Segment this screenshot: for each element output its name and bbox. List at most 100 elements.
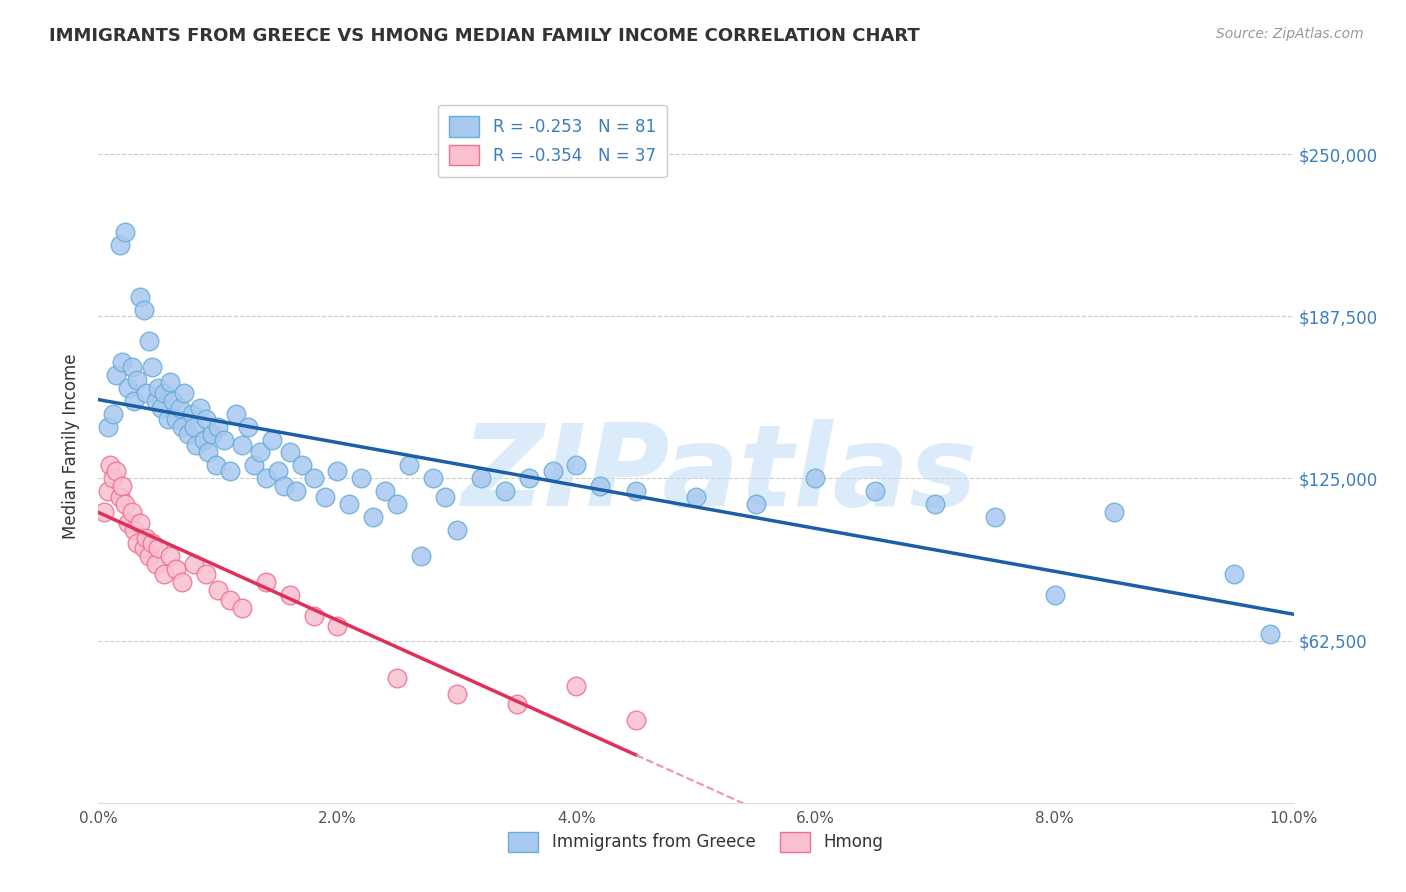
Point [422,471,444,485]
Point [141,359,163,374]
Point [541,464,564,478]
Point [398,458,420,473]
Point [165,562,187,576]
Point [434,490,457,504]
Point [267,464,290,478]
Point [1043,588,1066,602]
Point [97,484,120,499]
Point [225,407,247,421]
Point [97,419,120,434]
Point [626,713,648,727]
Point [153,567,176,582]
Point [173,385,195,400]
Text: Source: ZipAtlas.com: Source: ZipAtlas.com [1216,27,1364,41]
Point [470,471,492,485]
Point [129,516,152,530]
Point [114,497,136,511]
Point [193,433,215,447]
Point [124,524,146,538]
Point [260,433,283,447]
Point [284,484,307,499]
Point [685,490,707,504]
Point [201,427,224,442]
Point [105,368,128,382]
Point [108,490,131,504]
Point [145,393,167,408]
Point [195,567,218,582]
Point [411,549,433,564]
Point [183,557,205,571]
Point [1223,567,1246,582]
Point [446,524,468,538]
Point [494,484,516,499]
Point [159,376,181,390]
Point [565,458,588,473]
Point [924,497,946,511]
Point [141,536,163,550]
Point [517,471,540,485]
Point [172,419,194,434]
Point [385,497,409,511]
Point [149,401,172,416]
Point [156,411,179,425]
Point [254,575,277,590]
Point [183,419,205,434]
Point [121,505,143,519]
Point [326,464,349,478]
Point [626,484,648,499]
Point [339,497,361,511]
Point [204,458,226,473]
Point [145,557,167,571]
Point [984,510,1007,524]
Point [249,445,271,459]
Point [302,471,325,485]
Point [565,679,588,693]
Point [105,464,128,478]
Point [177,427,200,442]
Point [165,411,187,425]
Point [302,609,325,624]
Point [180,407,202,421]
Point [1258,627,1281,641]
Point [98,458,122,473]
Point [326,619,349,633]
Point [219,593,242,607]
Point [108,238,131,252]
Text: ZIPatlas: ZIPatlas [461,419,979,530]
Point [374,484,396,499]
Point [121,359,143,374]
Point [138,549,160,564]
Point [589,479,612,493]
Point [188,401,211,416]
Point [212,433,235,447]
Point [350,471,373,485]
Point [231,438,253,452]
Point [101,471,124,485]
Point [291,458,314,473]
Point [114,225,136,239]
Point [129,290,152,304]
Point [243,458,266,473]
Point [169,401,191,416]
Point [93,505,115,519]
Point [446,687,468,701]
Point [195,411,218,425]
Point [172,575,194,590]
Point [207,582,229,597]
Point [506,697,529,711]
Point [162,393,184,408]
Point [385,671,409,685]
Point [138,334,160,348]
Point [278,588,301,602]
Point [148,381,170,395]
Point [745,497,768,511]
Point [254,471,277,485]
Point [231,601,253,615]
Point [132,302,155,317]
Point [148,541,170,556]
Point [278,445,301,459]
Point [197,445,219,459]
Point [111,479,134,493]
Point [117,381,139,395]
Point [315,490,337,504]
